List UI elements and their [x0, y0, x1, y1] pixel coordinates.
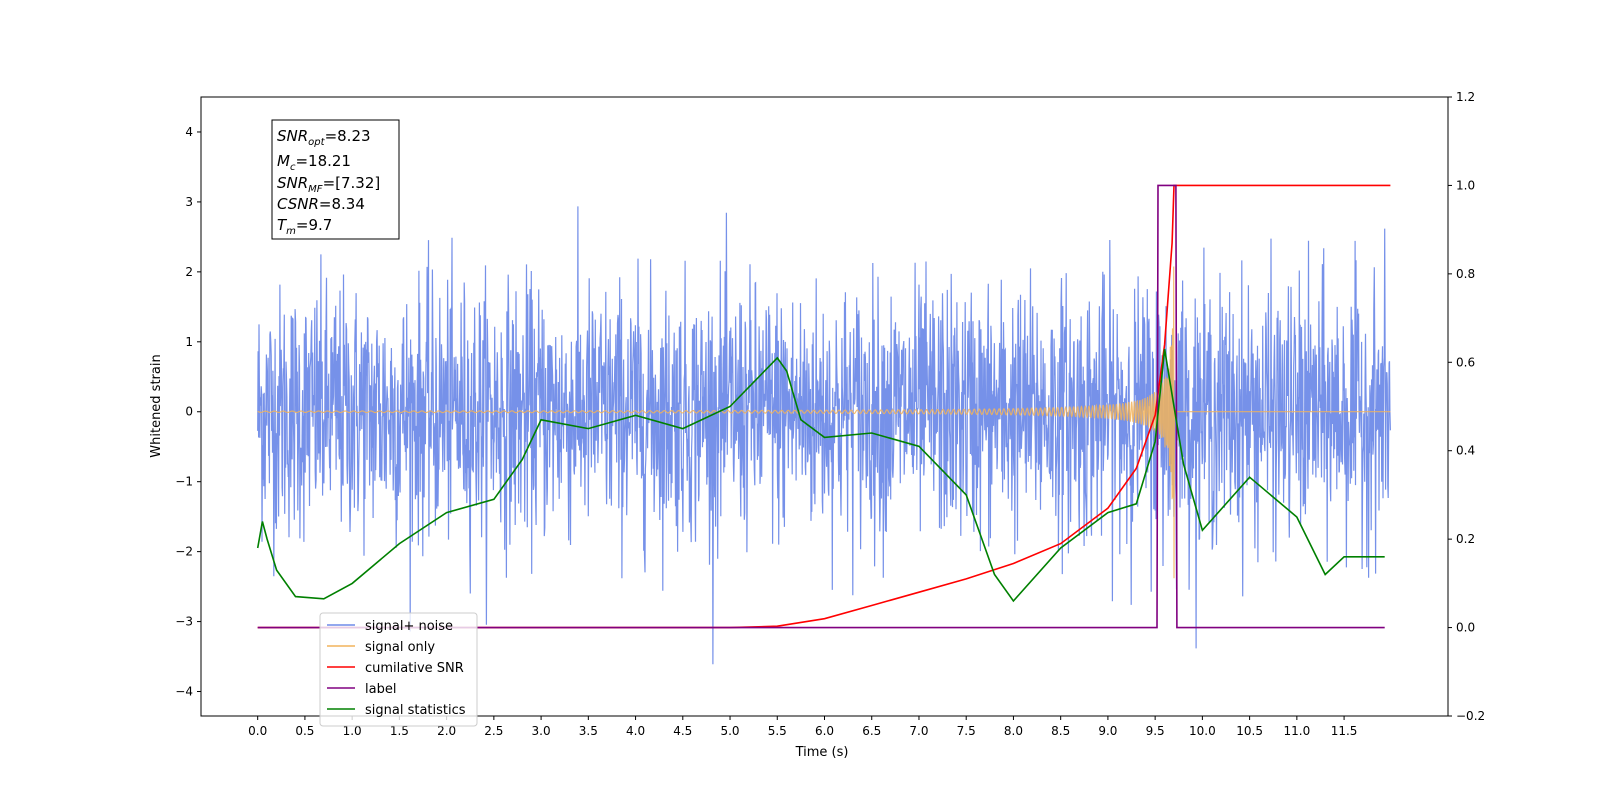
y-left-tick-label: 0 [185, 405, 193, 419]
legend-label: cumilative SNR [365, 661, 464, 676]
legend: signal+ noise signal only cumilative SNR la… [319, 612, 478, 727]
info-snr-mf: SNRMF=[7.32] [277, 174, 380, 195]
info-snr-mf-symbol: SNR [277, 174, 308, 192]
y-right-tick-label: 0.8 [1456, 267, 1475, 281]
series-signal-noise [257, 206, 1391, 665]
info-snr-opt: SNRopt=8.23 [277, 127, 371, 148]
info-snr-mf-subscript: MF [308, 184, 323, 195]
x-tick-label: 6.0 [815, 724, 834, 738]
x-tick-label: 8.5 [1051, 724, 1070, 738]
y-axis-left: 4 3 2 1 0 −1 −2 −3 −4 [175, 125, 201, 699]
x-tick-label: 1.5 [390, 724, 409, 738]
series-cumulative-snr [257, 184, 1391, 629]
y-left-tick-label: 1 [185, 335, 193, 349]
x-tick-label: 3.5 [579, 724, 598, 738]
x-tick-label: 7.0 [909, 724, 928, 738]
y-right-tick-label: 1.0 [1456, 178, 1475, 192]
x-tick-label: 6.5 [862, 724, 881, 738]
info-box: SNRopt=8.23 Mc=18.21 SNRMF=[7.32] CSNR=8… [271, 119, 400, 240]
x-axis: 0.0 0.5 1.0 1.5 2.0 2.5 3.0 3.5 4.0 4.5 5.0 5.5 6.0 6… [248, 716, 1357, 738]
info-csnr-symbol: CSNR [277, 195, 319, 213]
legend-label: signal+ noise [365, 619, 453, 634]
legend-item: cumilative SNR [327, 661, 464, 676]
y-axis-right: 1.2 1.0 0.8 0.6 0.4 0.2 0.0 −0.2 [1448, 90, 1485, 723]
y-right-tick-label: 1.2 [1456, 90, 1475, 104]
y-left-tick-label: 3 [185, 195, 193, 209]
y-left-tick-label: 2 [185, 265, 193, 279]
y-left-tick-label: −3 [175, 615, 193, 629]
series-layer [256, 184, 1391, 665]
y-left-tick-label: −4 [175, 685, 193, 699]
x-tick-label: 4.5 [673, 724, 692, 738]
legend-label: label [365, 682, 396, 697]
y-left-tick-label: −1 [175, 475, 193, 489]
legend-item: signal statistics [327, 703, 466, 718]
legend-frame [319, 612, 478, 727]
x-tick-label: 11.0 [1283, 724, 1310, 738]
y-right-tick-label: 0.2 [1456, 532, 1475, 546]
y-right-tick-label: −0.2 [1456, 709, 1485, 723]
info-snr-opt-subscript: opt [308, 137, 325, 148]
x-tick-label: 2.5 [484, 724, 503, 738]
x-tick-label: 2.0 [437, 724, 456, 738]
info-mc-value: =18.21 [295, 152, 351, 170]
info-mc: Mc=18.21 [277, 152, 351, 173]
x-tick-label: 10.0 [1189, 724, 1216, 738]
info-csnr: CSNR=8.34 [277, 195, 365, 213]
legend-item: signal only [327, 640, 435, 655]
info-tm-value: =9.7 [296, 216, 332, 234]
y-right-tick-label: 0.4 [1456, 444, 1475, 458]
y-left-tick-label: −2 [175, 545, 193, 559]
series-label [257, 184, 1385, 629]
x-tick-label: 7.5 [957, 724, 976, 738]
x-tick-label: 8.0 [1004, 724, 1023, 738]
info-csnr-value: =8.34 [319, 195, 365, 213]
x-tick-label: 0.0 [248, 724, 267, 738]
x-tick-label: 10.5 [1236, 724, 1263, 738]
y-right-tick-label: 0.6 [1456, 355, 1475, 369]
info-box-frame [271, 119, 400, 240]
info-snr-opt-symbol: SNR [277, 127, 308, 145]
legend-item: signal+ noise [327, 619, 453, 634]
x-axis-label: Time (s) [795, 745, 849, 760]
y-left-tick-label: 4 [185, 125, 193, 139]
plot-area [256, 184, 1391, 665]
info-mc-symbol: M [277, 152, 290, 170]
x-tick-label: 9.0 [1098, 724, 1117, 738]
series-signal-statistics [256, 348, 1385, 603]
x-tick-label: 9.5 [1146, 724, 1165, 738]
legend-label: signal statistics [365, 703, 466, 718]
info-tm-subscript: m [286, 226, 296, 237]
x-tick-label: 4.0 [626, 724, 645, 738]
legend-item: label [327, 682, 396, 697]
x-tick-label: 1.0 [343, 724, 362, 738]
legend-label: signal only [365, 640, 435, 655]
info-snr-mf-value: =[7.32] [323, 174, 381, 192]
series-signal-only [257, 266, 1391, 579]
info-tm-symbol: T [277, 216, 288, 234]
info-snr-opt-value: =8.23 [325, 127, 371, 145]
x-tick-label: 3.0 [532, 724, 551, 738]
x-tick-label: 11.5 [1331, 724, 1358, 738]
x-tick-label: 0.5 [295, 724, 314, 738]
x-tick-label: 5.5 [768, 724, 787, 738]
y-axis-label-left: Whitened strain [149, 354, 164, 457]
x-tick-label: 5.0 [720, 724, 739, 738]
info-mc-subscript: c [290, 162, 296, 173]
info-tm: Tm=9.7 [277, 216, 332, 237]
y-right-tick-label: 0.0 [1456, 621, 1475, 635]
